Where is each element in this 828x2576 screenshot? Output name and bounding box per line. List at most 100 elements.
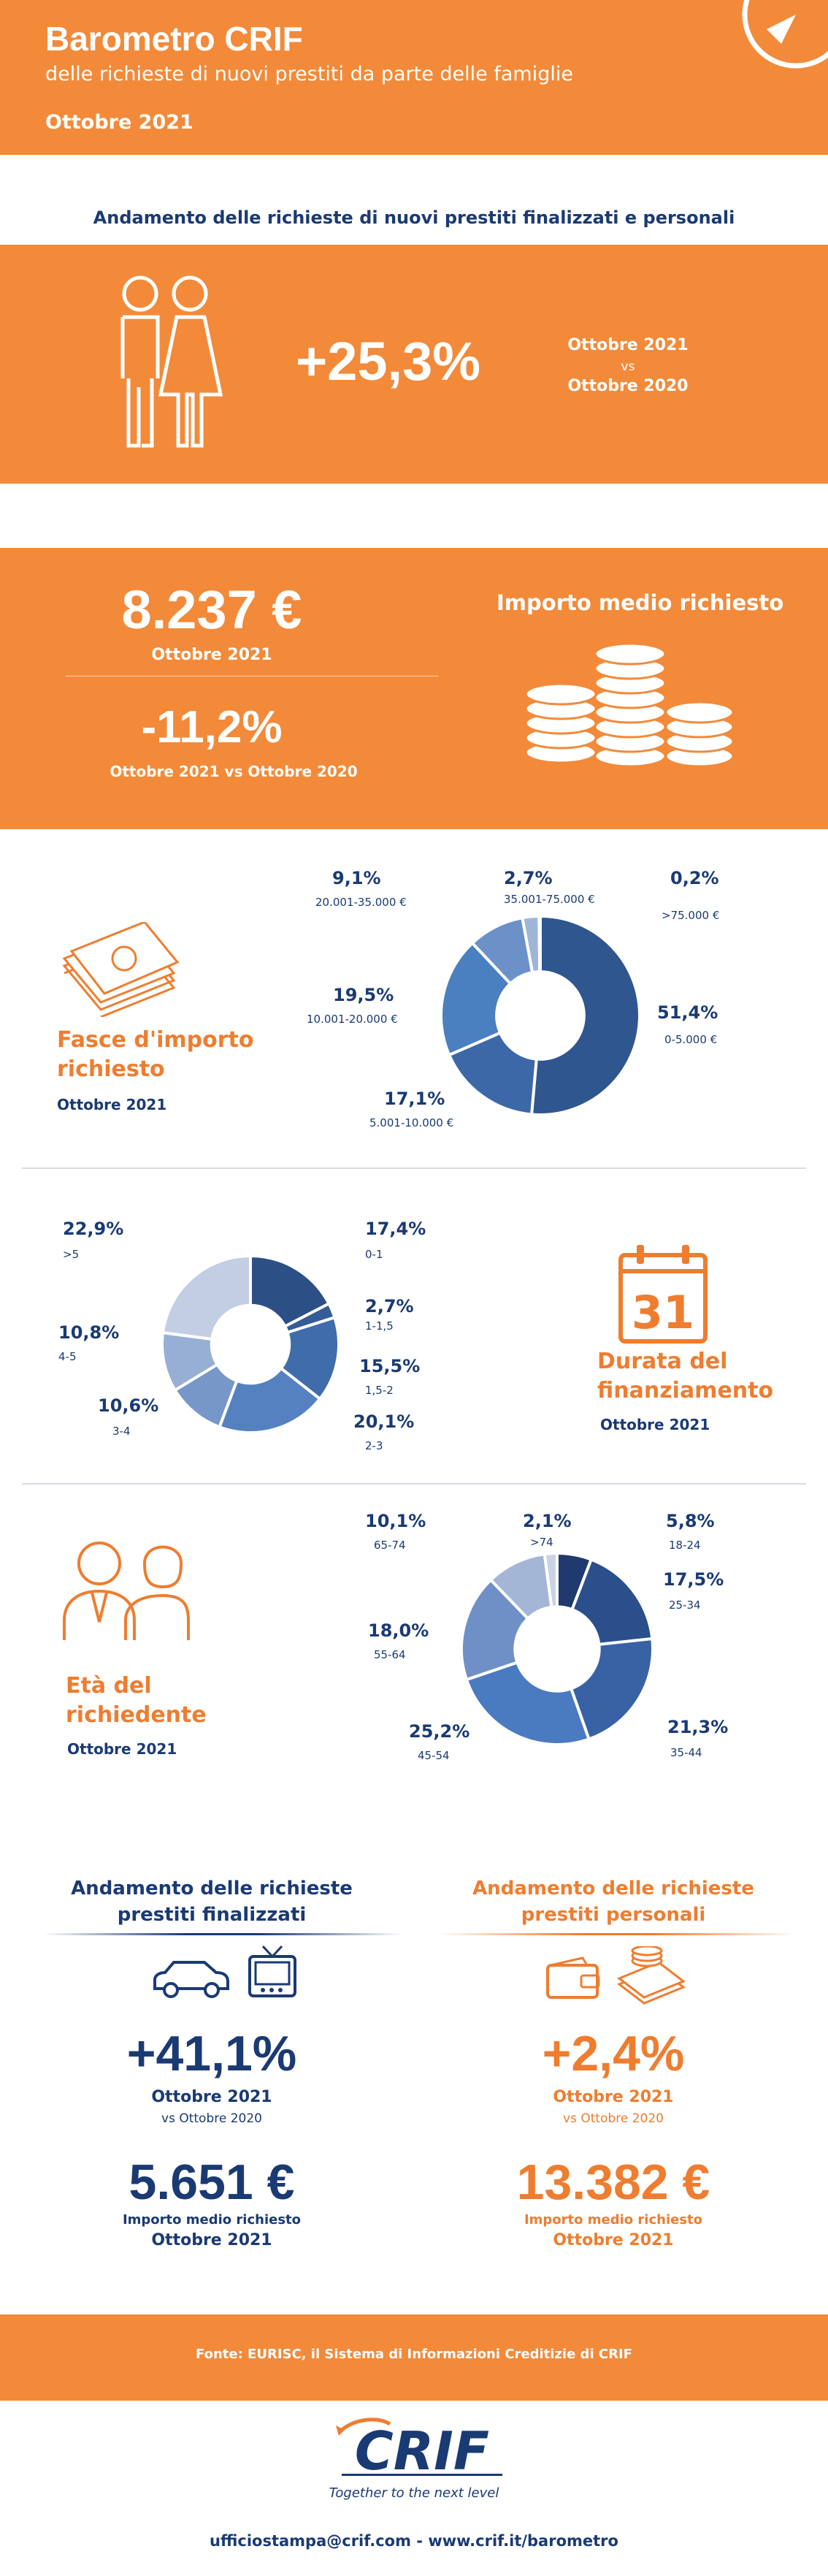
amount-label-pct-9: 9,1%	[332, 868, 381, 888]
personali-amount: 13.382 €	[516, 2154, 710, 2210]
amount-ranges-slice-0	[529, 914, 641, 1116]
amount-separator	[66, 676, 438, 677]
duration-label-range-2-3: 2-3	[365, 1439, 383, 1452]
finalizzati-underline	[44, 1933, 402, 1935]
amount-ranges-title-2: richiesto	[57, 1056, 165, 1082]
duration-label-range-4-5: 4-5	[58, 1350, 77, 1363]
age-slice-1	[570, 1558, 654, 1647]
personali-heading-2: prestiti personali	[521, 1904, 706, 1926]
average-amount-value: 8.237 €	[121, 579, 302, 640]
duration-label-pct-1.5-2: 15,5%	[359, 1356, 421, 1376]
age-label-range-35-44: 35-44	[670, 1746, 702, 1759]
trend-compare-line1: Ottobre 2021	[567, 336, 689, 354]
age-label-pct-18-24: 5,8%	[666, 1511, 715, 1531]
amount-ranges-slice-1	[447, 1031, 538, 1116]
amount-label-range-0: >75.000 €	[662, 909, 720, 922]
calendar-number: 31	[632, 1286, 694, 1339]
average-amount-period: Ottobre 2021	[151, 646, 272, 664]
amount-label-pct-0: 0,2%	[670, 868, 719, 888]
money-stack-icon	[617, 1946, 686, 2005]
age-label-range-18-24: 18-24	[669, 1539, 701, 1552]
header-band	[0, 0, 828, 155]
calendar-icon: 31	[618, 1245, 708, 1344]
age-slice-2	[569, 1636, 654, 1742]
trend-compare-vs: vs	[621, 359, 635, 374]
trend-compare-line2: Ottobre 2020	[567, 377, 689, 395]
age-slice-4	[460, 1577, 530, 1682]
average-amount-change: -11,2%	[141, 702, 283, 752]
amount-label-range-2: 35.001-75.000 €	[504, 893, 595, 906]
personali-compare: vs Ottobre 2020	[563, 2111, 664, 2126]
duration-label-range-gt5: >5	[63, 1248, 80, 1261]
duration-label-pct-4-5: 10,8%	[58, 1322, 120, 1343]
crif-logo: CRIF	[336, 2417, 502, 2482]
age-slice-6	[543, 1551, 559, 1609]
duration-slice-0	[249, 1254, 331, 1329]
amount-label-range-51: 0-5.000 €	[664, 1033, 718, 1046]
average-amount-change-period: Ottobre 2021 vs Ottobre 2020	[110, 763, 358, 780]
personali-amount-label: Importo medio richiesto	[524, 2212, 703, 2228]
age-title-2: richiedente	[66, 1702, 207, 1728]
couple-icon	[120, 275, 223, 448]
duration-title-1: Durata del	[597, 1349, 728, 1374]
finalizzati-heading-2: prestiti finalizzati	[117, 1904, 307, 1926]
page-title: Barometro CRIF	[45, 20, 303, 58]
personali-change: +2,4%	[542, 2026, 685, 2081]
age-label-pct-35-44: 21,3%	[667, 1717, 729, 1737]
amount-label-pct-17: 17,1%	[384, 1089, 445, 1109]
source-text: Fonte: EURISC, il Sistema di Informazion…	[196, 2347, 632, 2362]
header-date: Ottobre 2021	[45, 111, 193, 134]
age-label-pct-55-64: 18,0%	[368, 1620, 429, 1641]
footer-contacts[interactable]: ufficiostampa@crif.com - www.crif.it/bar…	[210, 2532, 618, 2550]
crif-tagline: Together to the next level	[329, 2485, 499, 2501]
divider-2	[22, 1483, 806, 1485]
tv-icon	[248, 1945, 296, 1997]
compass-icon	[742, 0, 828, 69]
personali-underline	[438, 1933, 796, 1935]
age-slice-3	[464, 1660, 591, 1746]
age-label-range-65-74: 65-74	[374, 1539, 406, 1552]
amount-ranges-donut	[440, 914, 641, 1116]
duration-label-range-1-1.5: 1-1,5	[365, 1319, 394, 1333]
duration-slice-3	[218, 1366, 322, 1434]
age-title-1: Età del	[66, 1673, 152, 1699]
source-band	[0, 2314, 828, 2401]
age-label-pct-gt74: 2,1%	[523, 1511, 572, 1531]
duration-label-pct-2-3: 20,1%	[353, 1411, 415, 1432]
amount-label-pct-19: 19,5%	[333, 985, 394, 1005]
divider-1	[22, 1167, 806, 1169]
age-label-pct-65-74: 10,1%	[365, 1511, 426, 1531]
age-label-range-gt74: >74	[530, 1536, 553, 1549]
amount-label-pct-51: 51,4%	[657, 1002, 718, 1023]
coins-icon	[524, 642, 735, 768]
amount-ranges-slice-2	[440, 941, 513, 1057]
page-subtitle: delle richieste di nuovi prestiti da par…	[45, 63, 573, 85]
duration-period: Ottobre 2021	[600, 1416, 710, 1433]
duration-donut	[161, 1254, 340, 1434]
personali-heading-1: Andamento delle richieste	[472, 1878, 754, 1899]
wallet-icon	[546, 1956, 600, 1999]
age-label-range-55-64: 55-64	[374, 1648, 406, 1661]
amount-ranges-title-1: Fasce d'importo	[57, 1027, 254, 1053]
amount-label-range-19: 10.001-20.000 €	[307, 1013, 398, 1026]
finalizzati-amount-period: Ottobre 2021	[151, 2231, 272, 2249]
age-period: Ottobre 2021	[67, 1740, 177, 1758]
duration-label-range-3-4: 3-4	[112, 1425, 131, 1438]
duration-label-pct-gt5: 22,9%	[63, 1219, 124, 1239]
duration-title-2: finanziamento	[597, 1378, 774, 1403]
amount-label-range-17: 5.001-10.000 €	[369, 1116, 454, 1129]
duration-slice-6	[161, 1254, 252, 1341]
amount-ranges-slice-5	[537, 914, 542, 974]
car-icon	[153, 1961, 229, 1998]
finalizzati-period: Ottobre 2021	[151, 2088, 272, 2106]
finalizzati-heading-1: Andamento delle richieste	[71, 1878, 353, 1899]
personali-amount-period: Ottobre 2021	[553, 2231, 674, 2249]
finalizzati-amount-label: Importo medio richiesto	[122, 2212, 302, 2228]
age-label-range-45-54: 45-54	[418, 1749, 450, 1762]
amount-band	[0, 548, 828, 829]
finalizzati-amount: 5.651 €	[129, 2154, 295, 2210]
age-label-pct-45-54: 25,2%	[409, 1721, 470, 1742]
trend-value: +25,3%	[296, 331, 481, 392]
average-amount-label: Importo medio richiesto	[497, 590, 784, 615]
age-label-range-25-34: 25-34	[669, 1598, 701, 1612]
